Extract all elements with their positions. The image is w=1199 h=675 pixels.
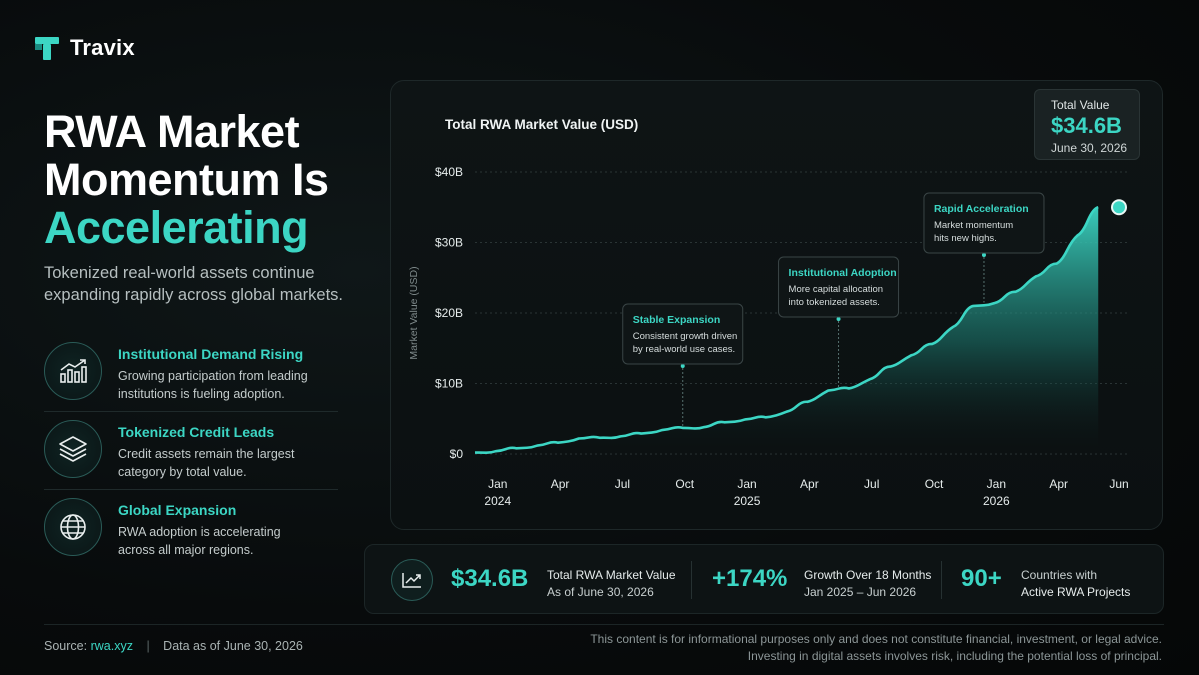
globe-icon (44, 498, 102, 556)
feature-title: Global Expansion (118, 502, 237, 518)
feature-title: Institutional Demand Rising (118, 346, 304, 362)
layers-icon (44, 420, 102, 478)
y-tick-label: $10B (435, 377, 463, 391)
data-as-of: Data as of June 30, 2026 (163, 639, 303, 653)
chart-card: $0 $10B $20B $30B $40B Market Value (USD) Jan 2… (390, 80, 1163, 530)
chart-svg: $0 $10B $20B $30B $40B Market Value (USD) Jan 2… (408, 165, 1129, 508)
annotation-box (622, 303, 744, 365)
footer-divider (44, 624, 1164, 625)
feature-item: Tokenized Credit Leads Credit assets rem… (44, 416, 338, 490)
annotation-text: Market momentum (934, 220, 1013, 231)
x-tick-label: Jun (1109, 477, 1128, 491)
title-line-2: Momentum Is (44, 154, 329, 205)
source-link[interactable]: rwa.xyz (90, 639, 133, 653)
series-area (475, 207, 1099, 454)
end-marker-dot (1111, 199, 1127, 216)
feature-title: Tokenized Credit Leads (118, 424, 275, 440)
feature-description: Growing participation from leading insti… (118, 369, 308, 401)
x-tick-label: Oct (675, 477, 694, 491)
annotation-box (923, 192, 1045, 254)
brand-logo[interactable]: Travix (34, 34, 135, 62)
y-tick-label: $40B (435, 165, 463, 179)
trend-up-icon (391, 559, 433, 601)
annotation-text: by real-world use cases. (633, 344, 735, 355)
growth-chart-icon (44, 342, 102, 400)
source-label: Source: (44, 639, 88, 653)
title-line-1: RWA Market (44, 106, 300, 157)
annotation-title: Institutional Adoption (789, 267, 897, 279)
chart-title: Total RWA Market Value (USD) (445, 117, 639, 132)
y-tick-label: $30B (435, 236, 463, 250)
disclaimer-line-1: This content is for informational purpos… (590, 632, 1162, 646)
annotation-title: Rapid Acceleration (934, 203, 1029, 215)
x-tick-label: Apr (800, 477, 819, 491)
stat-total-value: $34.6B (451, 565, 529, 592)
stat-total-sub: As of June 30, 2026 (547, 585, 654, 599)
travix-logo-icon (35, 37, 59, 60)
source-separator: | (146, 639, 150, 653)
source-line: Source: rwa.xyz | Data as of June 30, 20… (44, 639, 303, 653)
annotation-text: More capital allocation (789, 284, 884, 295)
annotation-dot (680, 364, 685, 368)
brand-name: Travix (70, 35, 135, 60)
feature-description: RWA adoption is accelerating across all … (118, 525, 281, 557)
page-title: RWA Market Momentum Is Accelerating (44, 108, 374, 252)
annotation-dot (836, 317, 841, 321)
disclaimer: This content is for informational purpos… (590, 631, 1162, 665)
x-tick-label: Apr (551, 477, 570, 491)
stats-divider (691, 561, 692, 599)
y-tick-label: $20B (435, 306, 463, 320)
x-tick-year: 2026 (983, 494, 1010, 508)
stats-divider (941, 561, 942, 599)
total-value-amount: $34.6B (1051, 113, 1122, 138)
feature-description: Credit assets remain the largest categor… (118, 447, 295, 479)
stat-total-caption: Total RWA Market Value As of June 30, 20… (547, 567, 676, 601)
annotation-text: Consistent growth driven (633, 331, 738, 342)
chart-annotation: Stable Expansion Consistent growth driven… (622, 303, 744, 426)
stat-growth-sub: Jan 2025 – Jun 2026 (804, 585, 917, 599)
disclaimer-line-2: Investing in digital assets involves ris… (747, 649, 1162, 663)
total-value-date: June 30, 2026 (1051, 141, 1128, 155)
stats-bar: $34.6B Total RWA Market Value As of June… (364, 544, 1164, 614)
stat-countries-value: 90+ (961, 565, 1002, 592)
x-tick-label: Apr (1049, 477, 1068, 491)
feature-item: Institutional Demand Rising Growing part… (44, 338, 338, 412)
x-tick-label: Jan (488, 477, 507, 491)
x-tick-label: Jan (737, 477, 756, 491)
stat-growth-label: Growth Over 18 Months (804, 568, 932, 582)
x-tick-label: Jul (864, 477, 879, 491)
title-accent: Accelerating (44, 202, 309, 253)
x-tick-year: 2025 (734, 494, 761, 508)
feature-item: Global Expansion RWA adoption is acceler… (44, 494, 338, 568)
series-line (474, 205, 1099, 455)
annotation-dot (981, 253, 986, 257)
annotation-box (778, 256, 900, 318)
stat-countries-sub: Active RWA Projects (1021, 585, 1131, 599)
feature-list: Institutional Demand Rising Growing part… (44, 338, 338, 572)
stat-growth-value: +174% (712, 565, 788, 592)
page-subtitle: Tokenized real-world assets continue exp… (44, 264, 343, 304)
x-tick-label: Jul (615, 477, 630, 491)
chart-annotation: Rapid Acceleration Market momentum hits ne… (923, 192, 1045, 303)
total-value-label: Total Value (1051, 98, 1110, 112)
annotation-text: into tokenized assets. (789, 297, 880, 308)
chart-annotation: Institutional Adoption More capital alloc… (778, 256, 900, 388)
annotation-title: Stable Expansion (633, 314, 721, 326)
x-tick-label: Oct (925, 477, 944, 491)
stat-growth-caption: Growth Over 18 Months Jan 2025 – Jun 202… (804, 567, 931, 601)
y-tick-label: $0 (450, 447, 464, 461)
stat-countries-label: Countries with (1021, 568, 1098, 582)
stat-total-label: Total RWA Market Value (547, 568, 676, 582)
x-tick-year: 2024 (484, 494, 511, 508)
annotation-text: hits new highs. (934, 233, 997, 244)
y-axis-label: Market Value (USD) (408, 266, 420, 359)
stat-countries-caption: Countries with Active RWA Projects (1021, 567, 1130, 601)
x-tick-label: Jan (987, 477, 1006, 491)
total-value-box: Total Value $34.6B June 30, 2026 (1034, 89, 1140, 160)
